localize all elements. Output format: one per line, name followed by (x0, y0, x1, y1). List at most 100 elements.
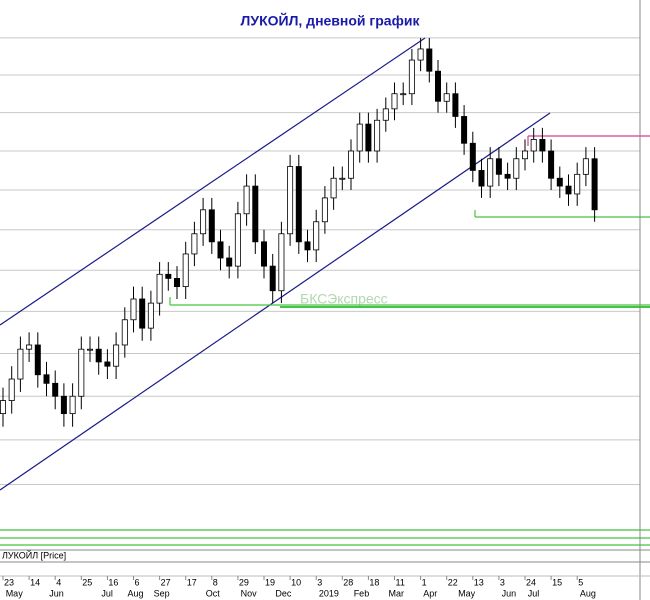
candle-body (287, 166, 294, 235)
candle-body (234, 213, 241, 267)
x-tick-label: 25 (82, 577, 92, 587)
month-label: Mar (389, 588, 405, 598)
candle-body (582, 158, 589, 175)
candle-body (17, 348, 24, 380)
candle-body (60, 395, 67, 415)
candle-body (408, 59, 415, 95)
candle-body (87, 348, 94, 351)
candle-body (356, 123, 363, 152)
month-label: Apr (423, 588, 437, 598)
candle-body (391, 93, 398, 110)
x-tick-label: 14 (30, 577, 40, 587)
candle-body (26, 344, 33, 350)
candle-body (156, 273, 163, 304)
candle-body (522, 150, 529, 160)
x-tick-label: 8 (213, 577, 218, 587)
candle-body (339, 177, 346, 180)
candle-body (321, 197, 328, 223)
candle-body (95, 348, 102, 363)
candle-body (426, 48, 433, 72)
candle-body (347, 150, 354, 179)
x-axis: 23 14 4 25 16 6 27 17 8 29 19 10 3 28 18 11 1 22 13 3 24 15 5M… (2, 576, 596, 598)
candle-body (130, 298, 137, 321)
x-tick-label: 23 (4, 577, 14, 587)
month-label: Feb (354, 588, 370, 598)
channel-bottom (0, 112, 551, 491)
candle-body (452, 93, 459, 117)
candle-body (69, 395, 76, 415)
x-tick-label: 6 (135, 577, 140, 587)
month-label: May (458, 588, 476, 598)
x-tick-label: 29 (239, 577, 249, 587)
month-label: Oct (206, 588, 221, 598)
candles (0, 37, 598, 427)
x-tick-label: 18 (369, 577, 379, 587)
candle-body (400, 93, 407, 96)
candle-body (165, 273, 172, 279)
candle-body (539, 139, 546, 152)
month-label: Aug (128, 588, 144, 598)
candle-body (304, 241, 311, 251)
candle-body (52, 382, 59, 397)
x-tick-label: 3 (500, 577, 505, 587)
x-tick-label: 3 (317, 577, 322, 587)
x-tick-label: 13 (474, 577, 484, 587)
x-tick-label: 16 (108, 577, 118, 587)
chart-title: ЛУКОЙЛ, дневной график (241, 12, 421, 29)
candle-body (278, 233, 285, 292)
candle-body (78, 348, 85, 397)
candle-body (0, 400, 6, 415)
candle-body (513, 158, 520, 179)
candle-body (43, 374, 50, 384)
candle-body (495, 158, 502, 175)
candle-body (461, 116, 468, 144)
month-label: Nov (241, 588, 258, 598)
month-label: May (6, 588, 24, 598)
candle-body (147, 302, 154, 329)
candle-body (113, 344, 120, 367)
candle-body (8, 378, 15, 401)
candle-body (565, 185, 572, 195)
month-label: Jun (49, 588, 64, 598)
watermark: БКСЭкспресс (300, 291, 388, 307)
x-tick-label: 15 (552, 577, 562, 587)
x-tick-label: 5 (578, 577, 583, 587)
month-label: 2019 (319, 588, 339, 598)
candle-body (200, 209, 207, 235)
month-label: Sep (154, 588, 170, 598)
month-label: Dec (275, 588, 292, 598)
candle-body (217, 241, 224, 259)
candle-body (530, 139, 537, 152)
x-tick-label: 22 (448, 577, 458, 587)
candle-body (182, 253, 189, 288)
candle-body (434, 70, 441, 102)
candle-body (417, 48, 424, 61)
candle-body (365, 123, 372, 152)
x-tick-label: 10 (291, 577, 301, 587)
candle-body (330, 177, 337, 199)
candle-body (574, 173, 581, 195)
candle-body (252, 185, 259, 243)
candle-body (487, 158, 494, 187)
x-tick-label: 11 (396, 577, 405, 587)
channel-top (0, 37, 426, 326)
candle-body (504, 173, 511, 179)
candle-body (243, 185, 250, 215)
candle-body (556, 177, 563, 187)
month-label: Jun (502, 588, 517, 598)
candle-body (226, 257, 233, 267)
candle-body (295, 166, 302, 243)
candle-body (374, 119, 381, 152)
candle-body (548, 150, 555, 179)
candle-body (478, 170, 485, 187)
candle-body (173, 278, 180, 288)
candle-body (34, 344, 41, 376)
candle-body (139, 298, 146, 329)
axis-label: ЛУКОЙЛ [Price] (2, 549, 66, 560)
month-label: Jul (528, 588, 540, 598)
candle-body (269, 265, 276, 292)
candle-body (121, 319, 128, 346)
month-label: Aug (580, 588, 596, 598)
